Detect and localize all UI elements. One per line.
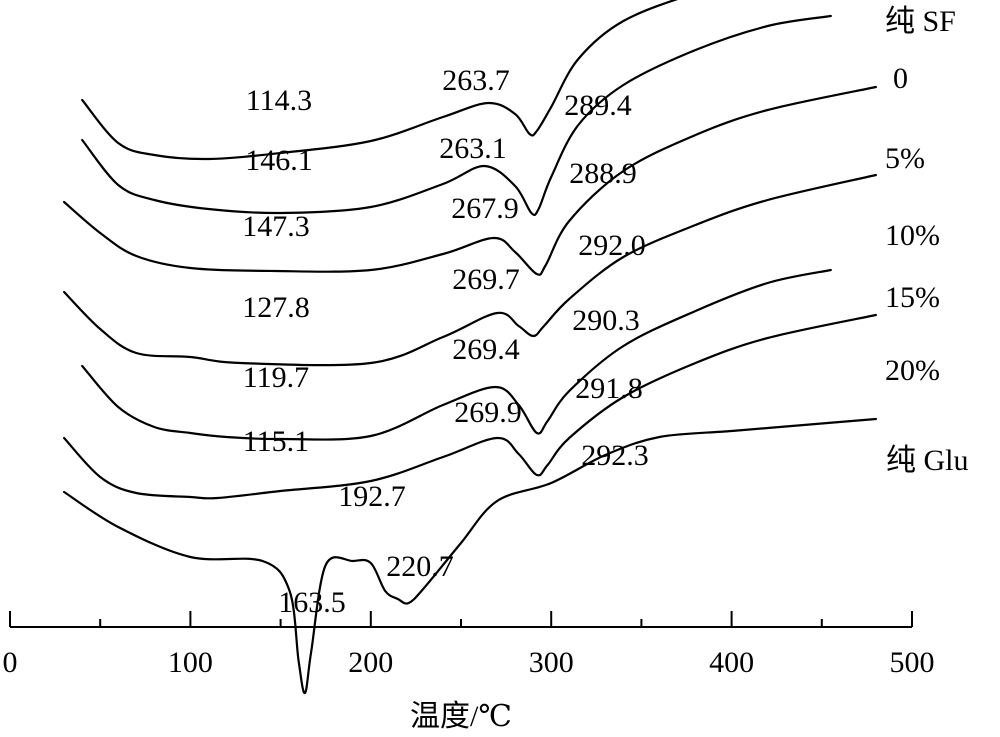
curve-label-5: 20% bbox=[885, 354, 940, 387]
series-line-0 bbox=[81, 0, 678, 161]
x-axis-label: 温度/℃ bbox=[410, 700, 512, 733]
series-line-5 bbox=[62, 313, 877, 500]
series-line-4 bbox=[81, 268, 832, 441]
x-tick-label: 0 bbox=[3, 646, 18, 679]
peak-label: 163.5 bbox=[278, 586, 346, 619]
peak-label: 146.1 bbox=[245, 144, 313, 177]
series-line-2 bbox=[62, 85, 877, 276]
peak-label: 115.1 bbox=[243, 425, 309, 458]
peak-label: 269.7 bbox=[452, 263, 520, 296]
x-tick-label: 400 bbox=[709, 646, 754, 679]
peak-label: 292.3 bbox=[581, 439, 649, 472]
x-tick-label: 500 bbox=[890, 646, 935, 679]
series-line-3 bbox=[62, 173, 877, 367]
x-tick-label: 300 bbox=[529, 646, 574, 679]
peak-label: 292.0 bbox=[578, 229, 646, 262]
peak-label: 290.3 bbox=[572, 304, 640, 337]
peak-label: 263.7 bbox=[442, 64, 510, 97]
peak-label: 263.1 bbox=[439, 132, 507, 165]
series-line-6 bbox=[62, 417, 877, 695]
peak-label: 114.3 bbox=[246, 84, 312, 117]
curve-label-1: 0 bbox=[893, 62, 908, 95]
peak-label: 192.7 bbox=[338, 480, 406, 513]
curve-label-4: 15% bbox=[885, 281, 940, 314]
peak-label: 267.9 bbox=[451, 192, 519, 225]
peak-label: 119.7 bbox=[243, 361, 309, 394]
curve-labels-layer: 纯 SF 0 5% 10% 15% 20% 纯 Glu bbox=[885, 5, 969, 477]
peak-label: 127.8 bbox=[242, 291, 310, 324]
x-axis: 0 100 200 300 400 500 温度/℃ bbox=[3, 611, 935, 733]
peak-label: 269.4 bbox=[452, 333, 520, 366]
peak-label: 147.3 bbox=[242, 210, 310, 243]
series-line-1 bbox=[81, 14, 832, 217]
peak-label: 220.7 bbox=[386, 550, 454, 583]
x-tick-label: 200 bbox=[348, 646, 393, 679]
peak-label: 269.9 bbox=[454, 396, 522, 429]
x-axis-ticks: 0 100 200 300 400 500 bbox=[3, 611, 935, 679]
curves-layer bbox=[62, 0, 877, 695]
peak-label: 288.9 bbox=[569, 157, 637, 190]
peak-label: 289.4 bbox=[564, 89, 632, 122]
curve-label-3: 10% bbox=[885, 219, 940, 252]
peak-label: 291.8 bbox=[575, 372, 643, 405]
curve-label-0: 纯 SF bbox=[885, 5, 956, 38]
peak-labels-layer: 114.3 263.7 289.4 146.1 263.1 288.9 147.3 267.9… bbox=[242, 64, 649, 619]
x-tick-label: 100 bbox=[168, 646, 213, 679]
curve-label-6: 纯 Glu bbox=[886, 444, 969, 477]
curve-label-2: 5% bbox=[885, 142, 925, 175]
